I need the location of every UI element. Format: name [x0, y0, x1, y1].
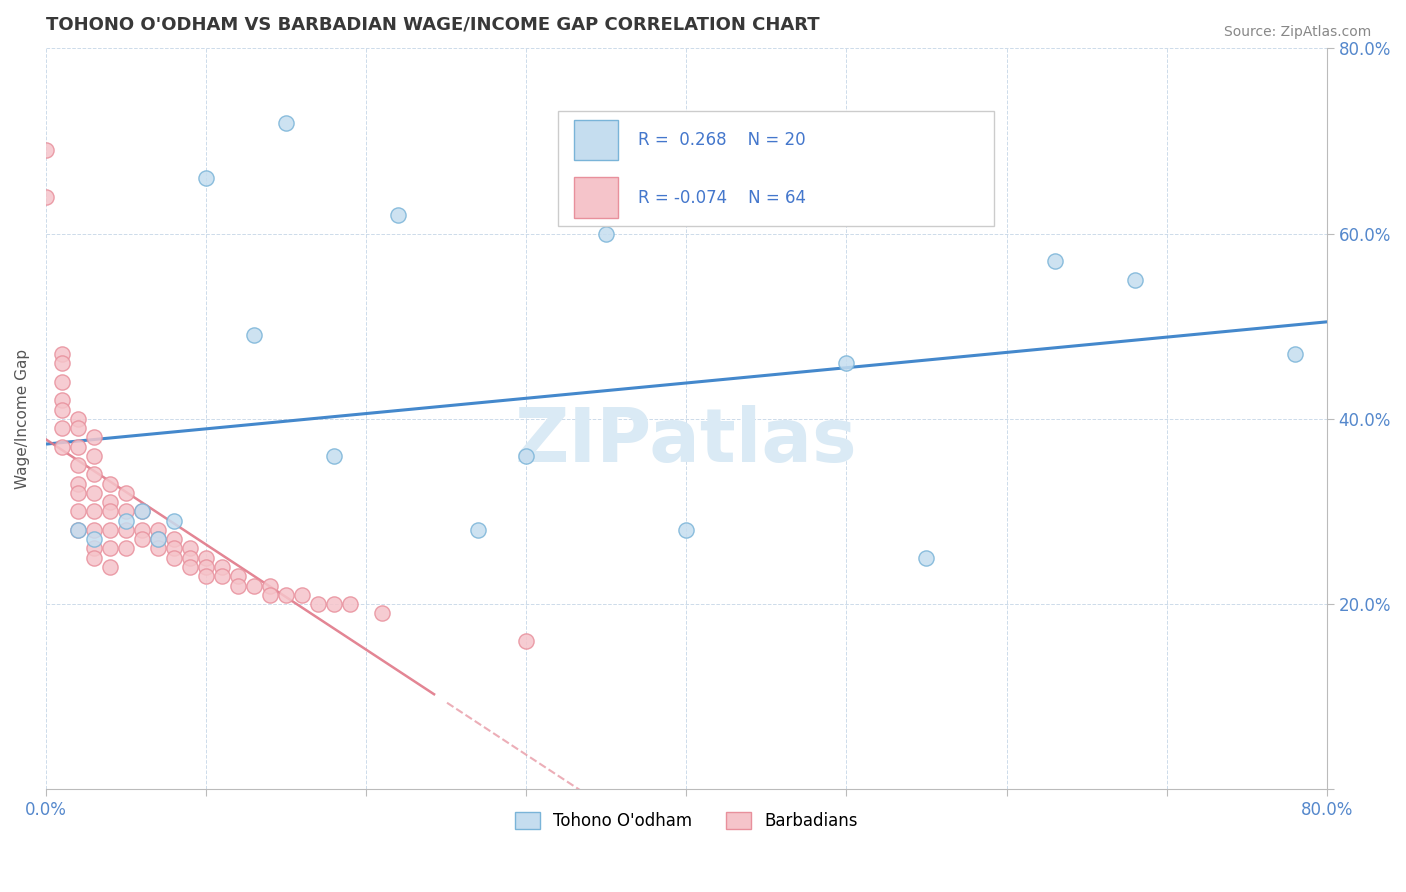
Text: Source: ZipAtlas.com: Source: ZipAtlas.com [1223, 25, 1371, 39]
Point [835, 356, 858, 370]
Point [83, 523, 105, 537]
Point [675, 523, 697, 537]
Point [1284, 347, 1306, 361]
Point [35, 189, 58, 203]
Point [274, 115, 297, 129]
Point [131, 523, 153, 537]
Point [131, 504, 153, 518]
Point [195, 569, 218, 583]
Point [467, 523, 489, 537]
Point [1123, 273, 1146, 287]
Point [226, 578, 249, 592]
Point [83, 541, 105, 556]
Point [66, 476, 89, 491]
Point [35, 143, 58, 157]
Point [243, 328, 266, 343]
Point [211, 569, 233, 583]
Point [115, 541, 138, 556]
Point [83, 430, 105, 444]
Point [339, 597, 361, 611]
Point [179, 541, 201, 556]
Point [323, 597, 346, 611]
Point [115, 486, 138, 500]
Point [1043, 254, 1066, 268]
Point [83, 504, 105, 518]
Point [83, 550, 105, 565]
Point [51, 347, 73, 361]
Point [51, 421, 73, 435]
Point [66, 523, 89, 537]
Text: TOHONO O'ODHAM VS BARBADIAN WAGE/INCOME GAP CORRELATION CHART: TOHONO O'ODHAM VS BARBADIAN WAGE/INCOME … [46, 15, 820, 33]
Point [163, 532, 186, 546]
Point [163, 550, 186, 565]
Point [98, 495, 121, 509]
Point [146, 532, 169, 546]
Point [371, 607, 394, 621]
Point [66, 523, 89, 537]
Point [195, 171, 218, 186]
Point [163, 514, 186, 528]
Point [51, 440, 73, 454]
Point [98, 504, 121, 518]
Point [146, 523, 169, 537]
Point [179, 560, 201, 574]
Point [66, 458, 89, 472]
Point [83, 467, 105, 482]
Point [179, 550, 201, 565]
Point [51, 393, 73, 408]
Point [98, 476, 121, 491]
Point [915, 550, 938, 565]
Point [51, 402, 73, 417]
Point [595, 227, 617, 241]
Y-axis label: Wage/Income Gap: Wage/Income Gap [15, 349, 30, 489]
Point [131, 532, 153, 546]
Point [83, 486, 105, 500]
Point [195, 550, 218, 565]
Point [131, 504, 153, 518]
Point [291, 588, 314, 602]
Point [515, 449, 537, 463]
Point [387, 208, 409, 222]
Text: R =  0.268    N = 20: R = 0.268 N = 20 [638, 131, 806, 149]
Point [66, 421, 89, 435]
Point [98, 560, 121, 574]
Point [98, 541, 121, 556]
Point [66, 486, 89, 500]
Point [98, 523, 121, 537]
Point [259, 588, 281, 602]
Point [163, 541, 186, 556]
Text: R = -0.074    N = 64: R = -0.074 N = 64 [638, 188, 806, 207]
Point [83, 449, 105, 463]
Point [274, 588, 297, 602]
Point [66, 412, 89, 426]
Point [243, 578, 266, 592]
Point [66, 440, 89, 454]
Text: ZIPatlas: ZIPatlas [515, 405, 858, 477]
Point [146, 532, 169, 546]
FancyBboxPatch shape [558, 112, 994, 227]
Point [211, 560, 233, 574]
Point [195, 560, 218, 574]
Point [51, 375, 73, 389]
Point [146, 541, 169, 556]
Point [323, 449, 346, 463]
Point [51, 356, 73, 370]
Point [115, 523, 138, 537]
Point [515, 634, 537, 648]
Point [307, 597, 329, 611]
Point [66, 504, 89, 518]
Point [115, 514, 138, 528]
Bar [574, 178, 619, 218]
Bar [574, 120, 619, 161]
Point [83, 532, 105, 546]
Point [226, 569, 249, 583]
Point [115, 504, 138, 518]
Legend: Tohono O'odham, Barbadians: Tohono O'odham, Barbadians [509, 805, 865, 837]
Point [259, 578, 281, 592]
